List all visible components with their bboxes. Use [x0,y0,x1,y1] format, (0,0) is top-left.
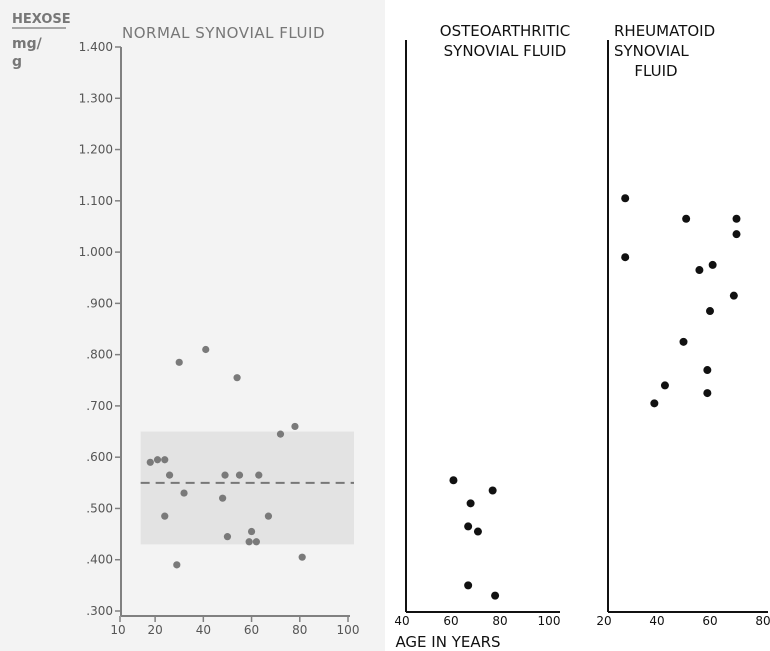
data-point [679,337,688,346]
y-tick-label: .800 [86,348,113,362]
panel-title-line-1: OSTEOARTHRITIC [440,22,570,40]
data-point [255,471,263,479]
x-tick-label: 40 [196,623,211,637]
x-tick-label: 80 [755,614,770,628]
y-tick-label: .700 [86,399,113,413]
y-tick-label: .300 [86,604,113,618]
x-tick-label: 80 [492,614,507,628]
data-point [180,489,188,497]
data-point [264,512,273,520]
data-point [473,527,482,536]
data-point [161,512,169,520]
osteoarthritic-panel: 40 60 80 100 OSTEOARTHRITIC SYNOVIAL FLUID [394,22,570,628]
data-point [247,527,256,536]
y-axis-unit-denominator: g [12,54,22,70]
data-point [491,591,500,600]
y-tick-label: 1.400 [79,40,113,54]
x-tick-label: 40 [394,614,409,628]
data-point [175,358,183,366]
data-point [708,260,717,269]
data-point [219,494,227,502]
x-tick-label: 60 [244,623,259,637]
data-point [221,471,229,479]
data-point [695,266,704,275]
panel-title-line-2: SYNOVIAL FLUID [444,42,567,60]
data-point [660,381,669,390]
normal-range-band [140,431,354,545]
y-tick-label: .400 [86,553,113,567]
data-point [146,458,154,466]
x-tick-label: 20 [147,623,162,637]
data-point [682,214,691,223]
data-point [165,471,174,479]
x-tick-label: 60 [443,614,458,628]
x-tick-label: 40 [649,614,664,628]
data-point [732,230,741,239]
data-point [449,476,458,485]
x-tick-label: 100 [337,623,360,637]
data-point [466,499,475,508]
y-tick-label: 1.300 [79,91,113,105]
normal-fluid-panel: 1.400 1.300 1.200 1.100 1.000 .900 .800 .700 .60… [12,12,359,637]
data-point [732,214,741,223]
data-point [706,307,714,316]
panel-title-line-3: FLUID [634,62,677,80]
panel-title-line-2: SYNOVIAL [614,42,689,60]
y-axis-label: HEXOSE [12,12,71,27]
y-tick-label: 1.000 [79,245,113,259]
data-point [245,538,253,546]
data-point [223,533,232,541]
x-tick-label: 100 [538,614,561,628]
data-point [488,486,497,495]
y-axis-unit: mg/ [12,36,43,52]
panel-title: NORMAL SYNOVIAL FLUID [122,24,325,42]
y-tick-label: .900 [86,296,113,310]
x-tick-label: 10 [110,623,125,637]
rheumatoid-panel: 20 40 60 80 RHEUMATOID SYNOVIAL FLUID [596,22,770,628]
data-point [276,430,285,438]
data-point [464,581,473,590]
y-tick-label: .500 [86,501,113,515]
data-point [161,456,169,464]
data-point [173,561,181,569]
data-point [650,399,659,408]
data-point [291,422,299,431]
data-point [464,522,473,531]
data-point [233,374,241,382]
data-point [153,456,162,464]
x-tick-label: 80 [292,623,307,637]
y-tick-label: 1.200 [79,143,113,157]
data-point [729,291,738,300]
x-tick-label: 60 [702,614,717,628]
data-point [252,538,260,546]
y-tick-label: 1.100 [79,194,113,208]
x-axis-label: AGE IN YEARS [395,633,500,651]
data-point [235,471,244,479]
y-tick-label: .600 [86,450,113,464]
data-point [621,253,630,262]
normal-panel-background [0,0,385,651]
data-point [621,194,630,203]
data-point [703,366,712,375]
data-point [202,345,210,354]
data-point [298,553,306,561]
x-tick-label: 20 [596,614,611,628]
panel-title-line-1: RHEUMATOID [614,22,715,40]
data-point [703,389,712,398]
